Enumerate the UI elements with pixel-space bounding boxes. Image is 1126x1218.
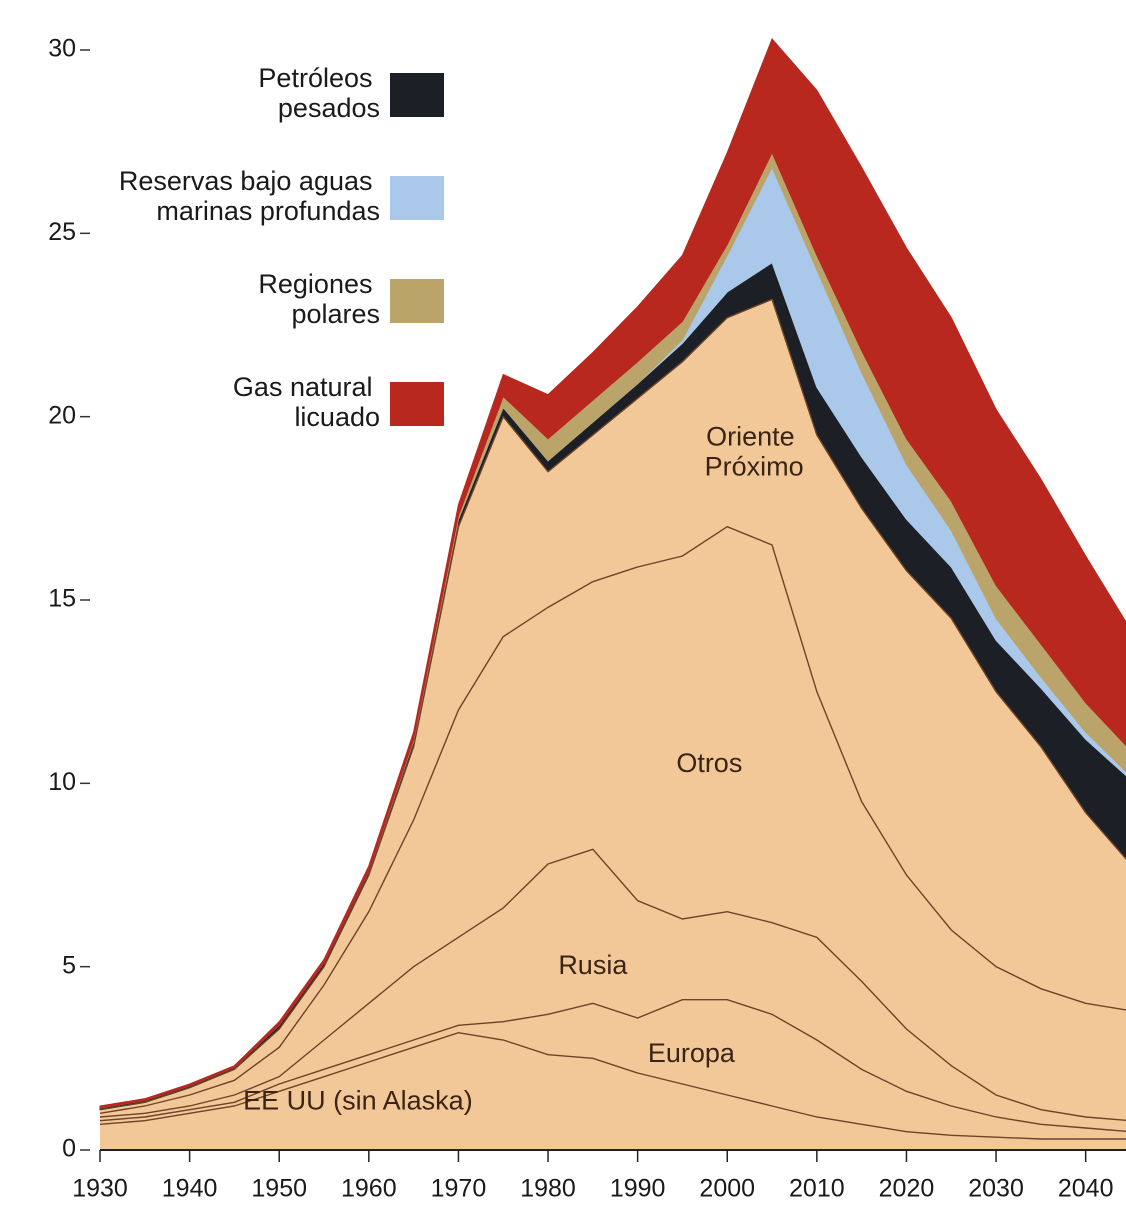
area (100, 1032, 1126, 1150)
legend-swatch (390, 73, 444, 117)
x-tick-label: 1950 (251, 1175, 307, 1203)
x-tick-label: 2030 (968, 1175, 1024, 1203)
y-tick-label: 0 (62, 1135, 76, 1163)
area-label: Otros (676, 748, 742, 778)
x-tick-label: 2040 (1058, 1175, 1114, 1203)
legend-swatch (390, 382, 444, 426)
boundary-line (99, 1031, 1126, 1140)
y-tick-label: 25 (48, 218, 76, 246)
legend-label: Regiones polares (258, 269, 380, 329)
y-tick-label: 15 (48, 585, 76, 613)
legend-label: Reservas bajo aguas marinas profundas (119, 166, 380, 226)
boundary-line (99, 998, 1126, 1133)
legend-label: Petróleos pesados (258, 63, 380, 123)
x-tick-label: 2020 (879, 1175, 935, 1203)
area (100, 999, 1126, 1139)
area (100, 849, 1126, 1132)
area (99, 38, 1126, 1109)
area (100, 526, 1126, 1121)
legend-swatch (390, 176, 444, 220)
x-tick-label: 1960 (341, 1175, 397, 1203)
x-tick-label: 1940 (162, 1175, 218, 1203)
legend-label: Gas natural licuado (233, 372, 380, 432)
area-label: Rusia (558, 950, 628, 980)
x-tick-label: 2010 (789, 1175, 845, 1203)
x-tick-label: 1970 (431, 1175, 487, 1203)
area-label: Oriente Próximo (705, 421, 804, 481)
y-tick-label: 5 (62, 951, 76, 979)
x-tick-label: 1990 (610, 1175, 666, 1203)
x-tick-label: 1930 (72, 1175, 128, 1203)
plot-area (99, 38, 1126, 1150)
x-tick-label: 2000 (699, 1175, 755, 1203)
y-tick-label: 30 (48, 35, 76, 63)
legend-swatch (390, 279, 444, 323)
y-tick-label: 20 (48, 401, 76, 429)
area-label: Europa (648, 1038, 736, 1068)
area (100, 299, 1126, 1114)
x-tick-label: 1980 (520, 1175, 576, 1203)
area-label: EE UU (sin Alaska) (243, 1085, 473, 1115)
boundary-line (99, 525, 1126, 1115)
y-tick-label: 10 (48, 768, 76, 796)
boundary-line (99, 848, 1126, 1122)
boundary-line (99, 298, 1126, 1111)
